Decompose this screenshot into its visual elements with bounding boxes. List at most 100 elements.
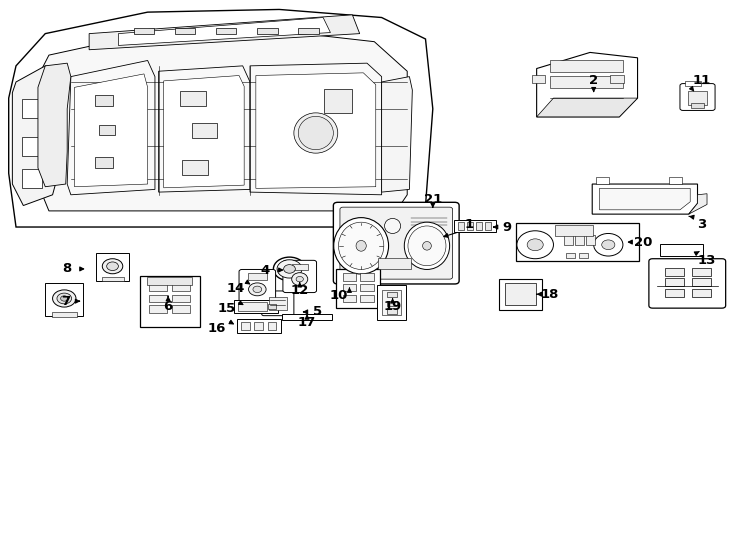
Text: 12: 12 (291, 284, 309, 297)
Ellipse shape (249, 283, 266, 296)
Polygon shape (600, 188, 690, 210)
Text: 5: 5 (313, 306, 321, 319)
Bar (248, 273, 267, 280)
Bar (343, 295, 356, 302)
Text: 17: 17 (298, 316, 316, 329)
Ellipse shape (517, 231, 553, 259)
Bar (139, 275, 200, 327)
Bar (360, 295, 374, 302)
Bar (22, 99, 43, 118)
Bar (692, 289, 711, 297)
Polygon shape (12, 66, 64, 206)
Ellipse shape (283, 265, 295, 273)
Bar (180, 91, 206, 106)
Ellipse shape (273, 257, 305, 281)
Bar (669, 177, 682, 184)
Ellipse shape (294, 113, 338, 153)
Bar (22, 137, 43, 156)
Bar (343, 284, 356, 292)
Ellipse shape (338, 222, 384, 269)
Bar (688, 91, 707, 105)
Ellipse shape (291, 273, 308, 286)
Bar (282, 314, 332, 321)
Polygon shape (164, 76, 244, 188)
Ellipse shape (527, 239, 543, 251)
Ellipse shape (423, 241, 432, 250)
Polygon shape (688, 194, 707, 214)
Polygon shape (38, 63, 71, 187)
Bar (360, 284, 374, 292)
Bar (387, 308, 397, 314)
Bar (692, 278, 711, 286)
Text: 10: 10 (330, 289, 349, 302)
Bar (149, 284, 167, 292)
Bar (46, 283, 83, 316)
Text: 6: 6 (164, 300, 172, 313)
Text: 16: 16 (208, 321, 226, 334)
Bar (611, 75, 624, 83)
Bar (241, 322, 250, 329)
Ellipse shape (356, 240, 366, 251)
Bar (22, 169, 43, 188)
Ellipse shape (385, 218, 401, 233)
Polygon shape (159, 66, 250, 192)
Bar (172, 295, 190, 302)
FancyBboxPatch shape (649, 259, 726, 308)
Bar (665, 289, 684, 297)
Bar (586, 235, 595, 245)
Ellipse shape (57, 293, 72, 304)
Polygon shape (75, 74, 148, 187)
Ellipse shape (408, 226, 446, 266)
Bar (182, 160, 208, 176)
Polygon shape (382, 77, 413, 192)
Bar (555, 225, 593, 235)
Text: 3: 3 (697, 218, 707, 231)
FancyBboxPatch shape (239, 269, 275, 305)
Ellipse shape (404, 222, 450, 269)
Ellipse shape (298, 116, 333, 150)
Ellipse shape (106, 262, 118, 271)
Bar (382, 290, 401, 315)
Bar (238, 302, 267, 311)
Bar (257, 28, 277, 33)
Text: 15: 15 (217, 302, 236, 315)
Bar (269, 304, 275, 309)
Polygon shape (89, 15, 360, 50)
Bar (95, 253, 129, 281)
Bar (377, 285, 407, 320)
Ellipse shape (61, 296, 68, 301)
Bar (147, 277, 192, 285)
Polygon shape (256, 73, 376, 188)
Polygon shape (9, 9, 433, 227)
Bar (691, 104, 704, 108)
Bar (596, 177, 609, 184)
Text: 7: 7 (61, 295, 70, 308)
Text: 21: 21 (424, 193, 442, 206)
Bar (268, 322, 276, 329)
FancyBboxPatch shape (333, 202, 459, 284)
Bar (516, 222, 639, 261)
Bar (95, 157, 113, 168)
Bar (660, 244, 702, 256)
Bar (343, 273, 356, 281)
Polygon shape (537, 98, 638, 117)
Ellipse shape (277, 260, 302, 278)
Bar (336, 269, 380, 308)
Text: 2: 2 (589, 75, 598, 87)
FancyBboxPatch shape (283, 260, 316, 293)
Ellipse shape (334, 218, 388, 274)
Bar (192, 123, 217, 138)
Bar (95, 96, 113, 106)
Bar (564, 235, 573, 245)
Bar (665, 268, 684, 275)
Text: 14: 14 (226, 282, 244, 295)
Bar (499, 279, 542, 310)
Bar (387, 301, 397, 306)
FancyBboxPatch shape (262, 291, 294, 316)
Polygon shape (592, 184, 697, 214)
Bar (579, 253, 588, 258)
Ellipse shape (53, 290, 76, 307)
Bar (269, 297, 286, 310)
Text: 8: 8 (62, 262, 72, 275)
Bar (134, 28, 154, 33)
